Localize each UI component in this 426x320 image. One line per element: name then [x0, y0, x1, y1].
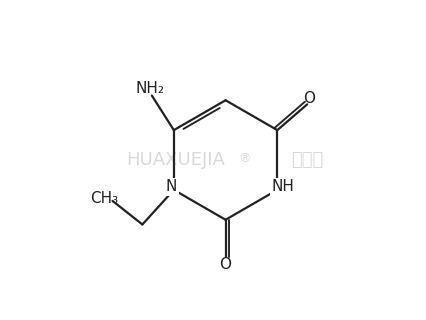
Text: CH₃: CH₃: [89, 191, 118, 206]
Text: O: O: [219, 257, 232, 272]
Text: NH₂: NH₂: [136, 81, 165, 96]
Text: NH: NH: [271, 179, 294, 194]
Text: 化学加: 化学加: [291, 151, 323, 169]
Text: HUAXUEJIA: HUAXUEJIA: [126, 151, 225, 169]
Text: O: O: [303, 91, 315, 106]
Text: ®: ®: [238, 152, 250, 165]
Text: N: N: [166, 179, 177, 194]
